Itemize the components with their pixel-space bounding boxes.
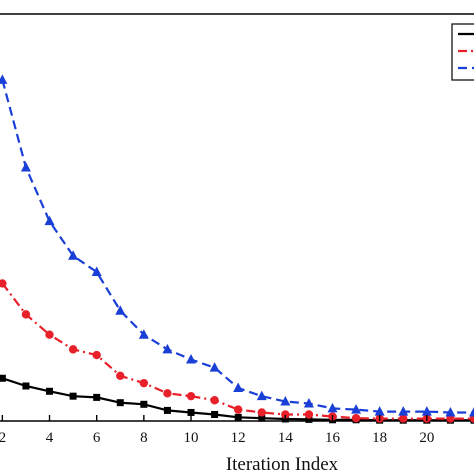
series-0-point-4 [93, 393, 101, 401]
series-1-point-11 [257, 408, 266, 417]
series-2-point-10 [233, 382, 244, 393]
series-0-point-7 [163, 406, 171, 414]
x-tick-label-14: 14 [278, 430, 294, 446]
series-0-point-6 [140, 400, 148, 408]
series-0-point-13 [305, 415, 313, 423]
series-2 [0, 74, 474, 417]
x-tick-label-6: 6 [93, 430, 101, 446]
series-2-point-9 [209, 362, 220, 372]
series-2-point-8 [186, 354, 197, 364]
series-1-point-17 [399, 414, 408, 423]
series-2-point-18 [421, 406, 432, 416]
x-tick-label-2: 2 [0, 430, 6, 446]
x-tick-label-8: 8 [140, 430, 148, 446]
series-1-point-2 [45, 330, 54, 339]
series-0-point-3 [69, 392, 77, 400]
series-1 [0, 279, 474, 423]
x-tick-label-16: 16 [325, 430, 341, 446]
series-1-point-1 [21, 310, 31, 319]
series-1-point-5 [116, 371, 125, 381]
series-2-point-16 [374, 406, 385, 416]
x-tick-label-18: 18 [372, 430, 387, 446]
series-2-point-3 [68, 250, 79, 260]
x-tick-label-10: 10 [184, 430, 199, 446]
series-1-point-8 [186, 391, 196, 401]
series-2-point-14 [327, 402, 338, 413]
series-2-point-6 [138, 329, 149, 339]
series-2-point-15 [351, 404, 362, 414]
series-1-point-19 [446, 414, 455, 423]
series-2-point-4 [91, 266, 102, 277]
x-tick-label-12: 12 [231, 430, 246, 446]
series-0-point-11 [258, 414, 266, 422]
series-2-point-12 [280, 395, 291, 406]
series-0-point-9 [211, 410, 219, 418]
series-2-line [1, 79, 474, 414]
series-1-point-6 [139, 378, 149, 388]
series-2-point-20 [469, 406, 474, 417]
series-1-point-15 [351, 413, 361, 423]
series-2-point-13 [303, 397, 314, 408]
series-1-point-12 [281, 410, 290, 419]
series-1-point-10 [233, 405, 243, 414]
series-2-point-1 [20, 161, 31, 172]
plot-frame [0, 13, 474, 422]
series-1-point-0 [0, 279, 7, 288]
series-0-point-0 [0, 374, 6, 382]
series-1-point-20 [469, 414, 474, 423]
series-2-point-17 [398, 406, 409, 416]
legend [451, 23, 474, 81]
legend-entries [458, 32, 474, 70]
series-1-point-7 [163, 389, 172, 398]
series-0-point-2 [46, 387, 54, 395]
series-2-point-7 [162, 343, 173, 354]
series-1-point-4 [92, 350, 101, 360]
x-tick-label-4: 4 [46, 430, 54, 446]
series-1-point-9 [210, 396, 219, 405]
series-2-point-11 [256, 390, 267, 401]
series-0-point-8 [187, 408, 195, 416]
series-1-point-3 [68, 345, 78, 354]
x-axis-title: Iteration Index [226, 454, 339, 474]
x-tick-label-20: 20 [419, 430, 434, 446]
series-0-point-5 [116, 399, 124, 407]
series-2-point-2 [44, 215, 55, 226]
series-2-point-0 [0, 74, 8, 84]
series-layer [0, 74, 474, 424]
series-2-point-19 [445, 406, 456, 417]
series-2-point-5 [115, 305, 126, 315]
series-0-point-1 [22, 382, 30, 390]
x-ticks: 2 4 6 8 10 12 14 16 18 20 [0, 415, 434, 446]
series-1-point-13 [304, 410, 314, 419]
